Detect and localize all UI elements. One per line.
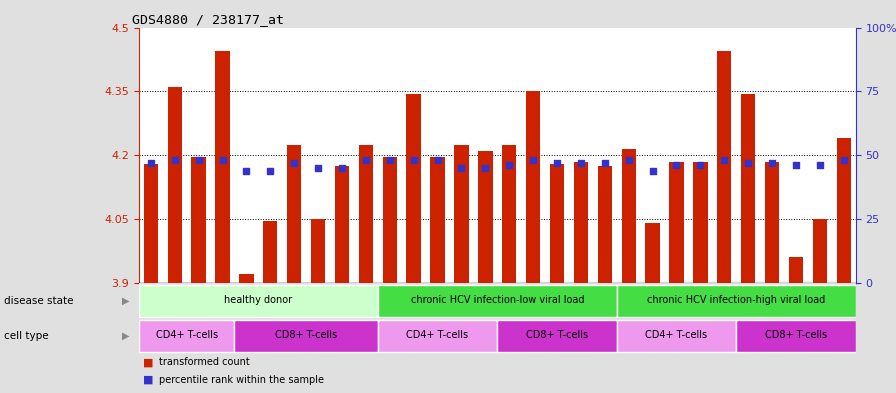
Bar <box>741 94 755 283</box>
Point <box>454 165 469 171</box>
Point <box>478 165 493 171</box>
Text: CD4+ T-cells: CD4+ T-cells <box>645 330 708 340</box>
Bar <box>358 145 373 283</box>
Bar <box>192 157 206 283</box>
Bar <box>616 285 856 317</box>
Point <box>335 165 349 171</box>
Text: GDS4880 / 238177_at: GDS4880 / 238177_at <box>132 13 284 26</box>
Bar <box>669 162 684 283</box>
Text: healthy donor: healthy donor <box>224 295 292 305</box>
Bar <box>813 219 827 283</box>
Bar <box>478 151 493 283</box>
Bar <box>335 166 349 283</box>
Point <box>622 157 636 163</box>
Bar <box>287 145 301 283</box>
Text: ■: ■ <box>143 357 154 367</box>
Text: disease state: disease state <box>4 296 74 306</box>
Point <box>430 157 444 163</box>
Point <box>669 162 684 169</box>
Bar <box>139 320 235 352</box>
Point <box>192 157 206 163</box>
Point <box>143 160 158 166</box>
Text: chronic HCV infection-low viral load: chronic HCV infection-low viral load <box>410 295 584 305</box>
Bar <box>454 145 469 283</box>
Text: ▶: ▶ <box>123 331 130 341</box>
Text: chronic HCV infection-high viral load: chronic HCV infection-high viral load <box>647 295 825 305</box>
Bar <box>616 320 737 352</box>
Point <box>502 162 516 169</box>
Bar <box>215 51 229 283</box>
Point <box>526 157 540 163</box>
Bar <box>235 320 378 352</box>
Bar <box>407 94 421 283</box>
Bar <box>573 162 588 283</box>
Bar <box>526 92 540 283</box>
Point <box>550 160 564 166</box>
Point <box>837 157 851 163</box>
Bar <box>378 285 616 317</box>
Bar <box>788 257 803 283</box>
Text: CD8+ T-cells: CD8+ T-cells <box>765 330 827 340</box>
Point <box>573 160 588 166</box>
Point <box>741 160 755 166</box>
Bar <box>168 87 182 283</box>
Point <box>813 162 827 169</box>
Point <box>383 157 397 163</box>
Bar <box>139 285 378 317</box>
Point <box>215 157 229 163</box>
Bar <box>502 145 516 283</box>
Text: CD8+ T-cells: CD8+ T-cells <box>275 330 337 340</box>
Bar <box>550 164 564 283</box>
Text: CD4+ T-cells: CD4+ T-cells <box>407 330 469 340</box>
Point <box>645 167 659 174</box>
Bar <box>837 138 851 283</box>
Bar <box>311 219 325 283</box>
Text: cell type: cell type <box>4 331 49 341</box>
Bar <box>645 223 659 283</box>
Point <box>287 160 301 166</box>
Point <box>765 160 780 166</box>
Bar <box>143 164 158 283</box>
Bar <box>239 274 254 283</box>
Bar <box>383 157 397 283</box>
Bar <box>378 320 497 352</box>
Text: ▶: ▶ <box>123 296 130 306</box>
Point <box>239 167 254 174</box>
Bar <box>737 320 856 352</box>
Text: ■: ■ <box>143 375 154 385</box>
Bar <box>497 320 616 352</box>
Point <box>598 160 612 166</box>
Text: percentile rank within the sample: percentile rank within the sample <box>159 375 323 385</box>
Point <box>311 165 325 171</box>
Bar <box>622 149 636 283</box>
Bar <box>598 166 612 283</box>
Point <box>694 162 708 169</box>
Point <box>788 162 803 169</box>
Point <box>263 167 278 174</box>
Text: transformed count: transformed count <box>159 357 249 367</box>
Bar <box>717 51 731 283</box>
Point <box>358 157 373 163</box>
Point <box>168 157 182 163</box>
Point <box>407 157 421 163</box>
Text: CD4+ T-cells: CD4+ T-cells <box>156 330 218 340</box>
Text: CD8+ T-cells: CD8+ T-cells <box>526 330 588 340</box>
Bar <box>694 162 708 283</box>
Bar <box>765 162 780 283</box>
Bar <box>263 221 278 283</box>
Point <box>717 157 731 163</box>
Bar <box>430 157 444 283</box>
